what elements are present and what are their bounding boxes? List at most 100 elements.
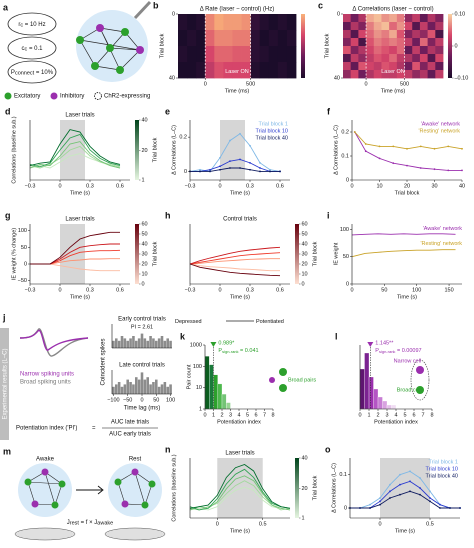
heatmap-cell bbox=[232, 46, 242, 63]
bar bbox=[149, 336, 152, 348]
series-line bbox=[189, 258, 280, 265]
rest: = 10% bbox=[34, 70, 54, 76]
point bbox=[369, 507, 371, 509]
heatmap-cell bbox=[435, 38, 444, 47]
colorbar-label: Trial block bbox=[312, 241, 318, 266]
shaded-region bbox=[60, 120, 85, 180]
heatmap-cell bbox=[404, 38, 413, 47]
heatmap-cell bbox=[396, 54, 405, 63]
colorbar-tick-label: 10 bbox=[302, 271, 308, 277]
heatmap-cell bbox=[404, 70, 413, 79]
heatmap-cell bbox=[412, 62, 421, 71]
panel-label: a bbox=[3, 2, 9, 12]
heatmap-cell bbox=[241, 30, 252, 47]
colorbar-tick-label: 0 bbox=[142, 281, 145, 287]
optic-fiber bbox=[133, 0, 152, 20]
heatmap-cell bbox=[268, 14, 279, 31]
hist-bar bbox=[377, 396, 383, 410]
heatmap-cell bbox=[381, 54, 390, 63]
heatmap-cell bbox=[435, 70, 444, 79]
x-tick-label: 1 bbox=[212, 412, 215, 418]
point bbox=[199, 168, 201, 171]
heatmap-cell bbox=[178, 46, 188, 63]
point bbox=[459, 507, 461, 509]
heatmap-cell bbox=[427, 22, 436, 31]
heatmap-cell bbox=[187, 14, 197, 31]
heatmap-cell bbox=[389, 22, 398, 31]
point bbox=[447, 145, 450, 148]
y-axis-label: Trial block bbox=[324, 33, 330, 58]
y-axis-label: IE weight (% change) bbox=[11, 228, 17, 280]
x-axis-label: Time (s) bbox=[395, 528, 415, 534]
heatmap-cell bbox=[419, 38, 429, 47]
heatmap-cell bbox=[259, 62, 270, 79]
chart: b Δ Rate (laser − control) (Hz) 0 500 0 40 Tim… bbox=[153, 0, 305, 94]
point bbox=[406, 147, 408, 150]
x-tick-label: 3 bbox=[229, 412, 232, 418]
heatmap-cell bbox=[419, 62, 429, 71]
heatmap-cell bbox=[277, 14, 288, 31]
heatmap-cell bbox=[350, 38, 359, 47]
base bbox=[14, 527, 76, 541]
point bbox=[449, 507, 451, 509]
heatmap-cell bbox=[396, 46, 405, 55]
mean-marker bbox=[210, 342, 217, 347]
x-tick-label: 500 bbox=[400, 81, 409, 87]
hist-bar bbox=[359, 368, 365, 410]
colorbar bbox=[135, 120, 139, 180]
heatmap-cell bbox=[196, 14, 206, 31]
param-corr: cc = 0.1 bbox=[22, 46, 44, 53]
hist-bar bbox=[364, 352, 370, 410]
heatmap-cell bbox=[268, 62, 279, 79]
colorbar-tick-label: 50 bbox=[142, 231, 148, 237]
bar bbox=[160, 384, 164, 394]
heatmap-cell bbox=[427, 54, 436, 63]
chart: d Laser trials −0.3 0 0.3 0.6 Time (s) Correlat… bbox=[5, 106, 158, 196]
heatmap-cell bbox=[381, 30, 390, 39]
point bbox=[419, 487, 421, 489]
heatmap-cell bbox=[343, 38, 352, 47]
heatmap-cell bbox=[358, 22, 367, 31]
k-decor bbox=[226, 320, 287, 392]
point bbox=[279, 170, 281, 173]
mean-label: 0.989* bbox=[218, 340, 235, 346]
chart: Late control trials −100 −50 0 50 100 bbox=[107, 363, 175, 404]
heatmap-cell bbox=[350, 30, 359, 39]
bar bbox=[157, 386, 161, 394]
y-axis-label: Correlations (baseline sub.) bbox=[11, 116, 17, 183]
x-tick-label: 100 bbox=[412, 287, 421, 293]
x-tick-label: 0 bbox=[378, 521, 381, 527]
point bbox=[259, 161, 261, 164]
y-tick-label: 40 bbox=[169, 75, 175, 81]
x-axis-label: Time (s) bbox=[230, 190, 250, 196]
point bbox=[353, 131, 356, 133]
base bbox=[104, 527, 166, 541]
cell-icon bbox=[279, 384, 287, 392]
heatmap-cell bbox=[396, 14, 405, 23]
panel-label: o bbox=[325, 444, 331, 454]
heatmap-cell bbox=[343, 14, 352, 23]
heatmap-cell bbox=[358, 54, 367, 63]
panel-label: m bbox=[3, 446, 11, 456]
heatmap-cell bbox=[435, 46, 444, 55]
point bbox=[269, 170, 271, 173]
colorbar-tick-label: 0 bbox=[455, 43, 458, 49]
rest: = 0.041 bbox=[239, 348, 259, 354]
x-tick-label: 8 bbox=[271, 412, 274, 418]
series-line bbox=[189, 463, 291, 509]
statistic: Psign-rank = 0.041 bbox=[218, 348, 258, 354]
annotation: Narrow cell bbox=[394, 358, 422, 364]
point bbox=[429, 500, 431, 503]
panel-m: m Awake Rest Jrest = f × Jawake bbox=[3, 446, 166, 541]
point bbox=[364, 143, 367, 145]
point bbox=[399, 493, 401, 496]
panel-label: f bbox=[327, 106, 331, 116]
heatmap-cell bbox=[366, 54, 375, 63]
point bbox=[219, 156, 221, 159]
heatmap-cell bbox=[343, 30, 352, 39]
colorbar-tick-label: 20 bbox=[302, 261, 308, 267]
excitatory-node bbox=[76, 36, 84, 44]
